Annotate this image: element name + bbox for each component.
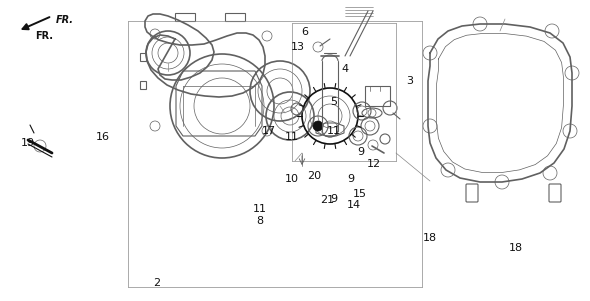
- Text: 11: 11: [284, 132, 299, 142]
- Text: 5: 5: [330, 97, 337, 107]
- Text: 20: 20: [307, 171, 322, 181]
- Text: 11: 11: [326, 126, 340, 136]
- Text: FR.: FR.: [35, 31, 53, 41]
- Text: 16: 16: [96, 132, 110, 142]
- Text: 8: 8: [256, 216, 263, 226]
- Text: 3: 3: [407, 76, 414, 86]
- Text: 21: 21: [320, 195, 335, 205]
- Text: 9: 9: [358, 147, 365, 157]
- Text: FR.: FR.: [56, 15, 74, 25]
- Text: 9: 9: [348, 174, 355, 184]
- Text: 6: 6: [301, 26, 308, 37]
- Text: 15: 15: [353, 189, 367, 199]
- Text: 17: 17: [262, 126, 276, 136]
- Text: 12: 12: [367, 159, 381, 169]
- Text: 14: 14: [346, 200, 360, 210]
- Circle shape: [313, 121, 323, 131]
- Text: 18: 18: [509, 243, 523, 253]
- Text: 11: 11: [253, 204, 267, 214]
- FancyBboxPatch shape: [549, 184, 561, 202]
- Text: 10: 10: [284, 174, 299, 184]
- Text: 2: 2: [153, 278, 160, 288]
- Text: 13: 13: [291, 42, 305, 52]
- Text: 9: 9: [330, 194, 337, 204]
- Text: 4: 4: [342, 64, 349, 74]
- Text: 18: 18: [422, 233, 437, 243]
- Text: 7: 7: [314, 123, 321, 133]
- Text: 19: 19: [21, 138, 35, 148]
- FancyBboxPatch shape: [466, 184, 478, 202]
